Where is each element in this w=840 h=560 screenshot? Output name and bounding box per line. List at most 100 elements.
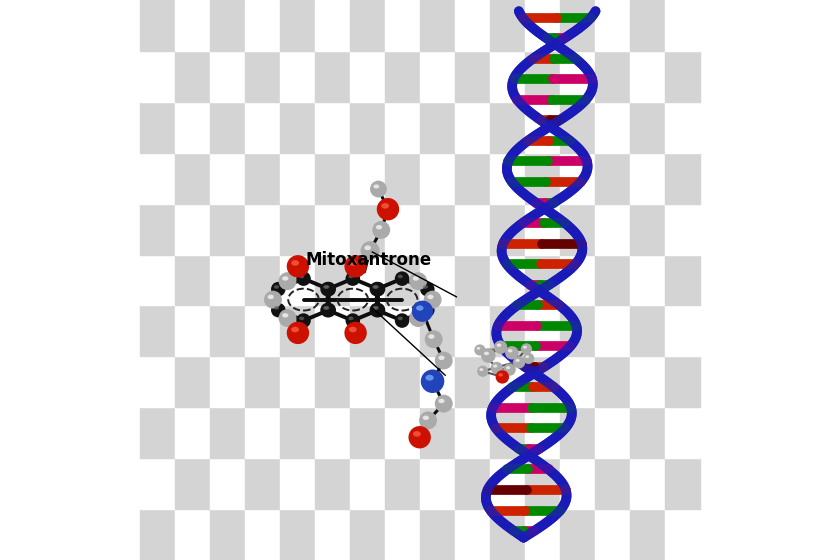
Bar xyxy=(175,102,210,153)
Bar xyxy=(560,305,595,356)
Bar xyxy=(280,407,315,458)
Ellipse shape xyxy=(377,198,399,221)
Bar xyxy=(315,509,350,560)
Bar xyxy=(595,509,630,560)
Ellipse shape xyxy=(344,255,367,278)
Text: Mitoxantrone: Mitoxantrone xyxy=(305,251,431,269)
Bar xyxy=(490,255,525,305)
Bar xyxy=(490,102,525,153)
Bar xyxy=(560,509,595,560)
Ellipse shape xyxy=(412,276,419,281)
Bar xyxy=(140,356,175,407)
Bar xyxy=(420,509,455,560)
Bar xyxy=(525,102,560,153)
Bar xyxy=(630,51,665,102)
Bar xyxy=(630,458,665,509)
Bar xyxy=(210,458,245,509)
Ellipse shape xyxy=(435,395,453,413)
Ellipse shape xyxy=(508,349,512,352)
Bar xyxy=(525,153,560,204)
Ellipse shape xyxy=(324,306,329,310)
Bar xyxy=(455,102,490,153)
Bar xyxy=(490,0,525,51)
Bar xyxy=(140,102,175,153)
Bar xyxy=(315,0,350,51)
Ellipse shape xyxy=(421,370,444,393)
Ellipse shape xyxy=(409,309,427,327)
Bar xyxy=(455,153,490,204)
Ellipse shape xyxy=(279,272,297,290)
Bar xyxy=(280,458,315,509)
Bar xyxy=(350,153,385,204)
Bar xyxy=(560,458,595,509)
Ellipse shape xyxy=(299,274,304,278)
Bar xyxy=(210,0,245,51)
Bar xyxy=(490,356,525,407)
Bar xyxy=(175,255,210,305)
Bar xyxy=(665,102,700,153)
Bar xyxy=(385,458,420,509)
Ellipse shape xyxy=(484,352,489,355)
Bar xyxy=(665,204,700,255)
Ellipse shape xyxy=(423,285,428,289)
Ellipse shape xyxy=(397,274,403,278)
Bar xyxy=(665,255,700,305)
Ellipse shape xyxy=(491,362,503,374)
Ellipse shape xyxy=(428,295,433,299)
Ellipse shape xyxy=(299,316,304,320)
Bar xyxy=(630,255,665,305)
Bar xyxy=(280,51,315,102)
Bar xyxy=(350,102,385,153)
Ellipse shape xyxy=(324,285,329,289)
Bar xyxy=(595,305,630,356)
Ellipse shape xyxy=(271,282,286,296)
Ellipse shape xyxy=(282,276,288,281)
Bar xyxy=(665,509,700,560)
Ellipse shape xyxy=(322,282,336,296)
Ellipse shape xyxy=(425,330,443,348)
Bar xyxy=(315,102,350,153)
Bar xyxy=(665,51,700,102)
Bar xyxy=(455,0,490,51)
Bar xyxy=(630,102,665,153)
Ellipse shape xyxy=(282,313,288,318)
Bar xyxy=(140,305,175,356)
Bar xyxy=(315,204,350,255)
Bar xyxy=(140,204,175,255)
Bar xyxy=(385,509,420,560)
Ellipse shape xyxy=(360,241,380,260)
Bar xyxy=(525,458,560,509)
Bar xyxy=(385,153,420,204)
Bar xyxy=(315,51,350,102)
Bar xyxy=(245,204,280,255)
Ellipse shape xyxy=(349,274,354,278)
Bar xyxy=(525,0,560,51)
Bar xyxy=(420,102,455,153)
Bar xyxy=(210,356,245,407)
Bar xyxy=(560,356,595,407)
Ellipse shape xyxy=(274,285,279,289)
Bar xyxy=(490,51,525,102)
Ellipse shape xyxy=(423,306,428,310)
Bar xyxy=(315,407,350,458)
Bar xyxy=(385,407,420,458)
Ellipse shape xyxy=(286,255,309,278)
Ellipse shape xyxy=(271,303,286,318)
Ellipse shape xyxy=(374,184,380,189)
Bar xyxy=(350,509,385,560)
Ellipse shape xyxy=(521,343,532,354)
Bar xyxy=(210,102,245,153)
Bar xyxy=(210,51,245,102)
Ellipse shape xyxy=(381,203,389,209)
Ellipse shape xyxy=(349,316,354,320)
Bar xyxy=(350,204,385,255)
Bar xyxy=(560,102,595,153)
Bar xyxy=(490,509,525,560)
Bar xyxy=(350,255,385,305)
Bar xyxy=(245,356,280,407)
Ellipse shape xyxy=(480,368,483,371)
Ellipse shape xyxy=(349,260,357,266)
Ellipse shape xyxy=(423,291,442,309)
Bar xyxy=(525,305,560,356)
Ellipse shape xyxy=(419,412,437,430)
